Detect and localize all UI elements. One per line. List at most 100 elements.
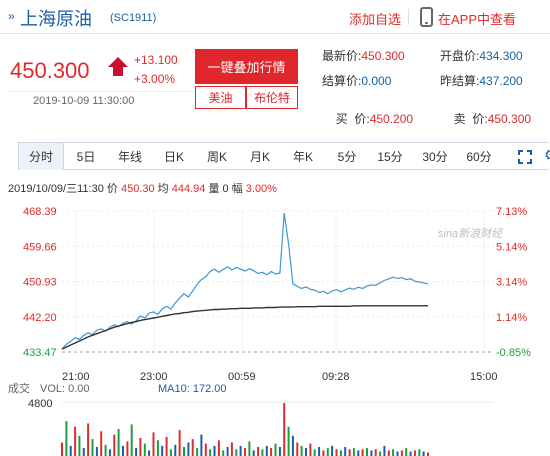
volume-bar (183, 447, 185, 456)
volume-bar (409, 451, 412, 456)
volume-bar (174, 444, 177, 456)
volume-bar (104, 444, 107, 456)
info-vol-value: 0 (222, 183, 229, 195)
tab-yearly-k[interactable]: 年K (292, 150, 313, 164)
price-line (61, 212, 429, 350)
volume-bar (122, 445, 124, 456)
tab-5min[interactable]: 5分 (337, 150, 357, 164)
volume-bar (74, 426, 77, 456)
info-amp-label: 幅 (231, 183, 243, 195)
volume-bar (248, 441, 251, 456)
open-price-label: 开盘价: (440, 49, 480, 63)
volume-bar (165, 436, 168, 456)
volume-bar (135, 448, 138, 456)
volume-bar (239, 445, 242, 456)
add-watchlist-button[interactable]: 添加自选 (349, 12, 402, 27)
tab-weekly-k[interactable]: 周K (206, 150, 227, 164)
chart-info-line: 2019/10/09/三11:30 价 450.30 均 444.94 量 0 … (8, 180, 277, 196)
current-price: 450.300 (10, 58, 90, 83)
volume-bar (87, 423, 90, 456)
y-tick-right: 3.14% (496, 277, 527, 289)
view-in-app-link[interactable]: 在APP中查看 (438, 12, 517, 27)
volume-bar (113, 434, 116, 456)
volume-bar (383, 445, 386, 456)
volume-bar (126, 441, 129, 456)
prev-settle-value: 437.200 (479, 74, 523, 88)
settle-price-label: 结算价: (322, 74, 362, 88)
volume-bar (222, 450, 225, 456)
tab-30min[interactable]: 30分 (422, 150, 448, 164)
tab-15min[interactable]: 15分 (377, 150, 403, 164)
volume-bar (379, 451, 382, 456)
volume-bar (392, 449, 395, 456)
tab-60min[interactable]: 60分 (466, 150, 492, 164)
volume-bar (322, 450, 325, 456)
volume-bar (370, 450, 373, 456)
tab-daily-k[interactable]: 日K (163, 150, 184, 164)
volume-bar (130, 424, 133, 456)
y-tick-right: 7.13% (496, 206, 527, 218)
tab-intraday[interactable]: 分时 (18, 143, 64, 170)
volume-bar (387, 450, 390, 456)
tab-5day[interactable]: 5日 (76, 150, 96, 164)
volume-bar (296, 442, 299, 456)
volume-header: 成交 VOL: 0.00 MA10: 172.00 4800 (8, 381, 227, 410)
volume-bar (261, 449, 264, 456)
latest-price-value: 450.300 (361, 49, 405, 63)
volume-bar (217, 440, 220, 456)
y-tick-left: 442.20 (23, 312, 57, 324)
y-axis-left-labels: 468.39 459.66 450.93 442.20 433.47 (23, 206, 57, 359)
volume-bar (252, 450, 255, 456)
info-avg-value: 444.94 (171, 183, 206, 195)
volume-bar (161, 445, 164, 456)
volume-bar (422, 451, 425, 456)
volume-bar (200, 434, 203, 456)
volume-bar (339, 450, 342, 456)
volume-bar (191, 439, 194, 456)
volume-bar (366, 448, 368, 456)
x-tick: 09:28 (322, 371, 350, 383)
y-tick-right: 1.14% (496, 312, 527, 324)
fullscreen-icon[interactable] (518, 150, 532, 164)
volume-bar (95, 447, 98, 456)
volume-bar (143, 443, 146, 456)
prev-settle-label: 昨结算: (440, 74, 480, 88)
overlay-brent-button[interactable]: 布伦特 (246, 86, 298, 109)
gear-icon[interactable]: ⚙ (544, 148, 550, 164)
volume-bar (91, 439, 94, 456)
info-price-label: 价 (106, 183, 118, 195)
volume-bar (309, 443, 312, 456)
volume-bar (348, 449, 351, 456)
volume-bar (344, 447, 347, 456)
volume-bar (287, 426, 290, 456)
volume-bar (178, 430, 181, 456)
volume-bar (405, 448, 408, 456)
bid-price-value: 450.200 (369, 112, 414, 126)
tab-year-line[interactable]: 年线 (117, 150, 142, 164)
volume-bar (283, 403, 286, 456)
volume-bar (270, 448, 273, 456)
volume-bar (196, 448, 199, 456)
overlay-wti-button[interactable]: 美油 (195, 86, 246, 109)
info-price-value: 450.30 (120, 183, 155, 195)
info-avg-label: 均 (157, 183, 169, 195)
header-divider (408, 9, 409, 25)
quote-divider (10, 91, 190, 92)
tab-monthly-k[interactable]: 月K (249, 150, 270, 164)
y-axis-right-labels: 7.13% 5.14% 3.14% 1.14% -0.85% (496, 206, 531, 359)
volume-bars (61, 403, 429, 456)
intraday-chart[interactable]: 468.39 459.66 450.93 442.20 433.47 7.13% 5.14… (0, 196, 550, 456)
sina-watermark: sina新浪财经 (438, 228, 503, 240)
volume-bar (305, 448, 307, 456)
volume-ma10-label: MA10: 172.00 (158, 383, 227, 395)
volume-bar (331, 445, 334, 456)
volume-bar (226, 447, 229, 456)
volume-bar (139, 438, 142, 456)
change-absolute: +13.100 (134, 53, 178, 67)
volume-bar (69, 445, 72, 456)
y-tick-right: -0.85% (496, 347, 531, 359)
volume-vol-label: VOL: 0.00 (40, 383, 90, 395)
volume-bar (235, 449, 238, 456)
open-price-row: 开盘价:434.300 (440, 47, 523, 64)
overlay-quotes-button[interactable]: 一键叠加行情 (195, 49, 298, 84)
